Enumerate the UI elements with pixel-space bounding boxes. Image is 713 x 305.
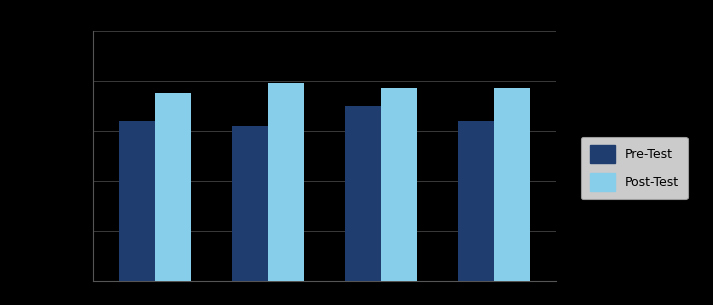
- Bar: [118, 120, 155, 281]
- Legend: Pre-Test, Post-Test: Pre-Test, Post-Test: [581, 137, 687, 199]
- Bar: [458, 120, 494, 281]
- Bar: [494, 88, 530, 281]
- Bar: [268, 83, 304, 281]
- Bar: [381, 88, 417, 281]
- Bar: [155, 93, 191, 281]
- Bar: [232, 126, 268, 281]
- Bar: [345, 106, 381, 281]
